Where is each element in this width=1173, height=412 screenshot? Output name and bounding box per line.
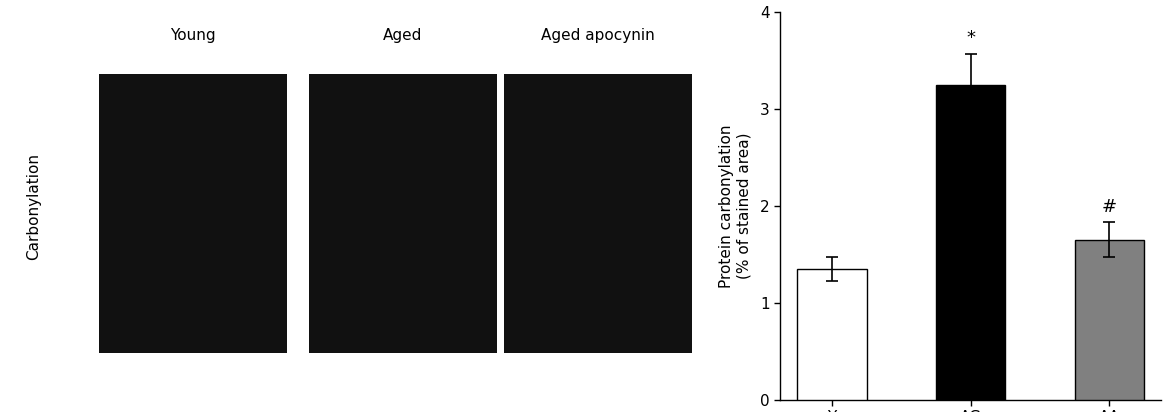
Bar [504,74,692,353]
Text: Aged: Aged [384,28,422,43]
Bar [798,269,867,400]
Text: *: * [967,29,975,47]
Text: #: # [1101,198,1117,216]
Text: Carbonylation: Carbonylation [26,152,41,260]
Bar [936,85,1005,400]
Bar [308,74,497,353]
Text: Young: Young [170,28,216,43]
Text: Aged apocynin: Aged apocynin [542,28,656,43]
Bar [99,74,287,353]
Y-axis label: Protein carbonylation
(% of stained area): Protein carbonylation (% of stained area… [719,124,752,288]
Bar [1074,240,1144,400]
